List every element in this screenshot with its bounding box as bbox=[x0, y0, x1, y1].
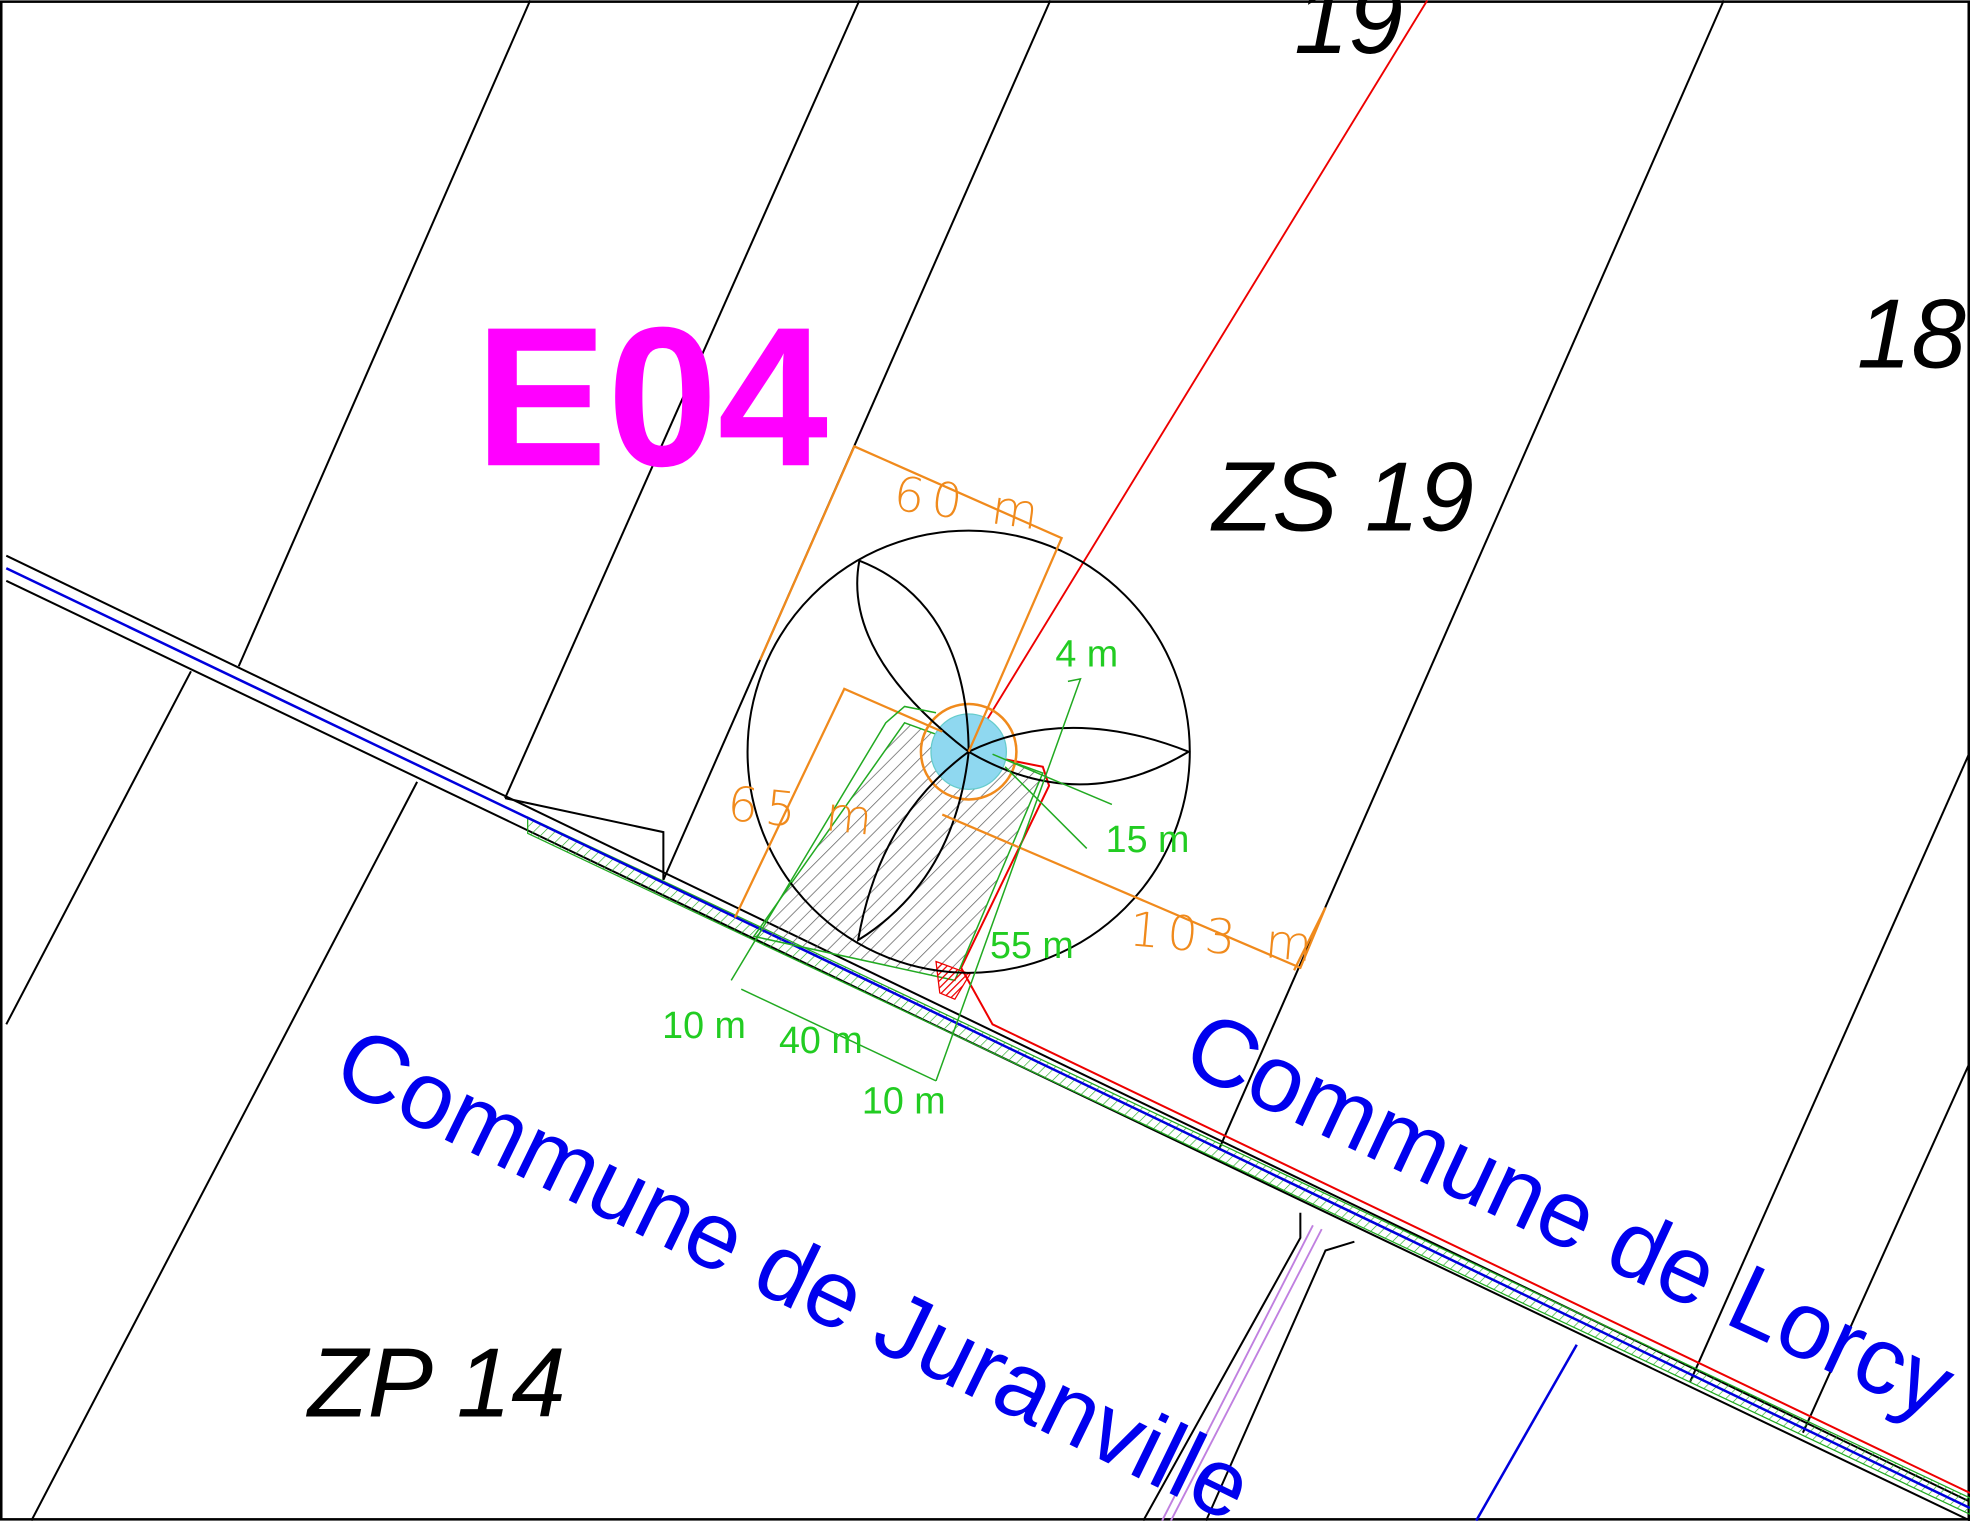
parcel-line bbox=[504, 797, 665, 880]
turbine-layout bbox=[730, 705, 937, 981]
turbine-layout bbox=[733, 444, 1327, 971]
dimension-label: 4 m bbox=[1055, 632, 1118, 674]
turbine-layout bbox=[759, 444, 1064, 753]
parcel-line bbox=[237, 0, 532, 667]
road bbox=[5, 567, 1970, 1521]
parcel-line bbox=[662, 0, 1052, 881]
dimension-label: 40 m bbox=[779, 1019, 863, 1061]
parcel-line bbox=[1205, 1240, 1355, 1521]
road bbox=[5, 567, 1970, 1510]
parcel-label: 19 bbox=[1294, 0, 1403, 74]
turbine-layout bbox=[935, 677, 1082, 1082]
dimension-label: 55 m bbox=[990, 924, 1074, 966]
parcel-line bbox=[504, 0, 861, 799]
turbine-label: E04 bbox=[475, 286, 828, 508]
turbine-layout bbox=[919, 702, 1018, 801]
turbine-layout bbox=[941, 813, 1327, 971]
turbine-layout bbox=[966, 0, 1429, 753]
turbine-layout bbox=[992, 753, 1113, 806]
parcel-line bbox=[30, 781, 419, 1521]
road bbox=[1161, 1224, 1314, 1521]
parcel-line bbox=[1801, 1061, 1970, 1434]
road bbox=[1170, 1228, 1323, 1521]
turbine-layout bbox=[1004, 766, 1088, 849]
dimension-label: 10 m bbox=[862, 1080, 946, 1122]
turbine-layout bbox=[740, 988, 937, 1082]
parcel-label: ZP 14 bbox=[306, 1327, 566, 1437]
parcel-line bbox=[1142, 1212, 1302, 1521]
parcel-line bbox=[1688, 751, 1970, 1383]
parcel-label: 18 bbox=[1857, 278, 1966, 388]
dimension-label: 10 m bbox=[662, 1004, 746, 1046]
turbine-layout bbox=[856, 559, 1191, 943]
dimension-label: 15 m bbox=[1106, 818, 1190, 860]
road bbox=[959, 750, 1970, 1494]
turbine-layout bbox=[733, 687, 943, 919]
turbine-layout bbox=[730, 0, 1429, 1082]
parcel-line bbox=[1217, 0, 1725, 1151]
turbine-layout bbox=[730, 677, 1113, 1082]
road bbox=[1475, 1344, 1578, 1521]
parcel-line bbox=[5, 670, 192, 1025]
parcel-label: ZS 19 bbox=[1210, 442, 1473, 552]
